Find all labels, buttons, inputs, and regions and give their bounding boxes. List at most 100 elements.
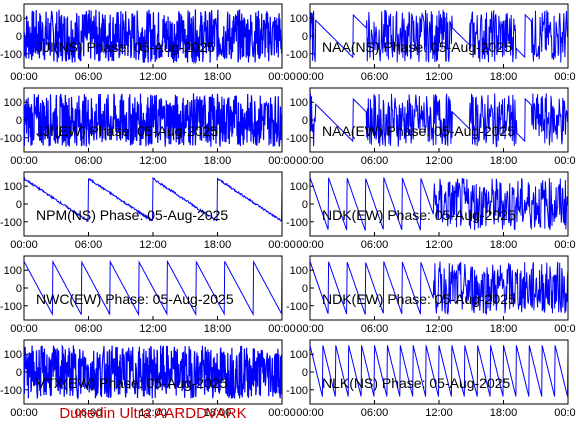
y-tick-label: -100	[286, 217, 308, 229]
x-tick-label: 06:00	[75, 407, 103, 419]
x-tick-label: 00:00	[268, 155, 296, 167]
x-tick-label: 06:00	[361, 71, 389, 83]
x-tick-label: 00:00	[268, 407, 296, 419]
panel-title: NAA(NS) Phase: 05-Aug-2025	[322, 39, 512, 55]
x-tick-label: 00:00	[296, 239, 324, 251]
x-tick-label: 00:00	[10, 323, 38, 335]
panel-title: VTX(EW) Phase: 05-Aug-2025	[36, 375, 228, 391]
panel-grid: 100 0 -100 00:00 06:00 12:00 18:00 00:00 JJI(NS)…	[0, 3, 576, 419]
x-tick-label: 12:00	[139, 239, 167, 251]
y-tick-label: 0	[16, 31, 22, 43]
x-tick-label: 12:00	[425, 155, 453, 167]
phase-panel: 100 0 -100 00:00 06:00 12:00 18:00 00:00 NAA(EW)…	[286, 87, 576, 167]
y-tick-label: 100	[290, 349, 308, 361]
footer-label: Dunedin Ultra AARDDVARK	[59, 405, 246, 422]
y-tick-label: -100	[286, 385, 308, 397]
x-tick-label: 18:00	[490, 71, 518, 83]
y-tick-label: 0	[16, 115, 22, 127]
y-tick-label: -100	[286, 49, 308, 61]
x-tick-label: 00:00	[296, 155, 324, 167]
phase-panel: 100 0 -100 00:00 06:00 12:00 18:00 00:00 NWC(EW)…	[0, 255, 296, 335]
y-tick-label: 100	[4, 13, 22, 25]
x-tick-label: 18:00	[204, 155, 232, 167]
phase-series-line	[310, 177, 568, 231]
x-tick-label: 12:00	[425, 71, 453, 83]
y-tick-label: 0	[302, 283, 308, 295]
phase-series-line	[310, 93, 568, 148]
x-tick-label: 00:00	[554, 71, 576, 83]
phase-panel: 100 0 -100 00:00 06:00 12:00 18:00 00:00 VTX(EW)…	[0, 339, 296, 419]
x-tick-label: 18:00	[490, 407, 518, 419]
y-tick-label: 0	[16, 367, 22, 379]
y-tick-label: -100	[0, 133, 22, 145]
x-tick-label: 00:00	[10, 155, 38, 167]
x-tick-label: 18:00	[204, 239, 232, 251]
panel-title: NAA(EW) Phase: 05-Aug-2025	[322, 123, 515, 139]
x-tick-label: 18:00	[204, 407, 232, 419]
y-tick-label: 100	[290, 181, 308, 193]
x-tick-label: 12:00	[139, 71, 167, 83]
phase-series-line	[24, 344, 282, 400]
y-tick-label: 100	[290, 265, 308, 277]
x-tick-label: 12:00	[139, 155, 167, 167]
x-tick-label: 00:00	[554, 239, 576, 251]
y-tick-label: 100	[290, 13, 308, 25]
panel-title: NPM(NS) Phase: 05-Aug-2025	[36, 207, 228, 223]
phase-series-line	[24, 176, 282, 223]
x-tick-label: 06:00	[75, 239, 103, 251]
panel-title: NWC(EW) Phase: 05-Aug-2025	[36, 291, 234, 307]
y-tick-label: 0	[302, 115, 308, 127]
x-tick-label: 00:00	[296, 71, 324, 83]
phase-series-line	[310, 261, 568, 316]
y-tick-label: 100	[4, 97, 22, 109]
x-tick-label: 12:00	[425, 407, 453, 419]
x-tick-label: 06:00	[361, 239, 389, 251]
phase-panel: 100 0 -100 00:00 06:00 12:00 18:00 00:00 JJI(NS)…	[0, 3, 296, 83]
y-tick-label: -100	[0, 385, 22, 397]
y-tick-label: -100	[286, 301, 308, 313]
phase-panel: 100 0 -100 00:00 06:00 12:00 18:00 00:00 NPM(NS)…	[0, 171, 296, 251]
y-tick-label: 100	[4, 265, 22, 277]
x-tick-label: 12:00	[139, 323, 167, 335]
x-tick-label: 00:00	[554, 155, 576, 167]
phase-series-line	[24, 93, 282, 147]
x-tick-label: 12:00	[425, 239, 453, 251]
phase-series-line	[24, 8, 282, 65]
phase-series-line	[24, 259, 282, 317]
y-tick-label: -100	[0, 49, 22, 61]
phase-panel: 100 0 -100 00:00 06:00 12:00 18:00 00:00 NAA(NS)…	[286, 3, 576, 83]
y-tick-label: 0	[302, 31, 308, 43]
x-tick-label: 00:00	[554, 323, 576, 335]
panel-title: NDK(EW) Phase: 05-Aug-2025	[322, 207, 516, 223]
y-tick-label: 100	[4, 349, 22, 361]
x-tick-label: 12:00	[425, 323, 453, 335]
y-tick-label: -100	[0, 217, 22, 229]
x-tick-label: 12:00	[139, 407, 167, 419]
panel-title: NLK(NS) Phase: 05-Aug-2025	[322, 375, 511, 391]
x-tick-label: 18:00	[490, 155, 518, 167]
y-tick-label: 0	[302, 199, 308, 211]
panel-title: NDK(EW) Phase: 05-Aug-2025	[322, 291, 516, 307]
x-tick-label: 06:00	[75, 323, 103, 335]
y-tick-label: 0	[302, 367, 308, 379]
phase-series-line	[310, 9, 568, 63]
x-tick-label: 06:00	[361, 323, 389, 335]
phase-panel: 100 0 -100 00:00 06:00 12:00 18:00 00:00 NDK(EW)…	[286, 171, 576, 251]
panel-title: JJI(NS) Phase: 05-Aug-2025	[36, 39, 215, 55]
x-tick-label: 00:00	[10, 71, 38, 83]
x-tick-label: 00:00	[554, 407, 576, 419]
x-tick-label: 00:00	[296, 323, 324, 335]
x-tick-label: 18:00	[490, 239, 518, 251]
phase-series-line	[310, 345, 568, 397]
phase-panel: 100 0 -100 00:00 06:00 12:00 18:00 00:00 NLK(NS)…	[286, 339, 576, 419]
x-tick-label: 00:00	[10, 407, 38, 419]
panel-title: JJI(EW) Phase: 05-Aug-2025	[36, 123, 218, 139]
x-tick-label: 06:00	[361, 407, 389, 419]
x-tick-label: 00:00	[10, 239, 38, 251]
x-tick-label: 00:00	[296, 407, 324, 419]
x-tick-label: 06:00	[75, 155, 103, 167]
y-tick-label: -100	[0, 301, 22, 313]
y-tick-label: -100	[286, 133, 308, 145]
x-tick-label: 18:00	[490, 323, 518, 335]
